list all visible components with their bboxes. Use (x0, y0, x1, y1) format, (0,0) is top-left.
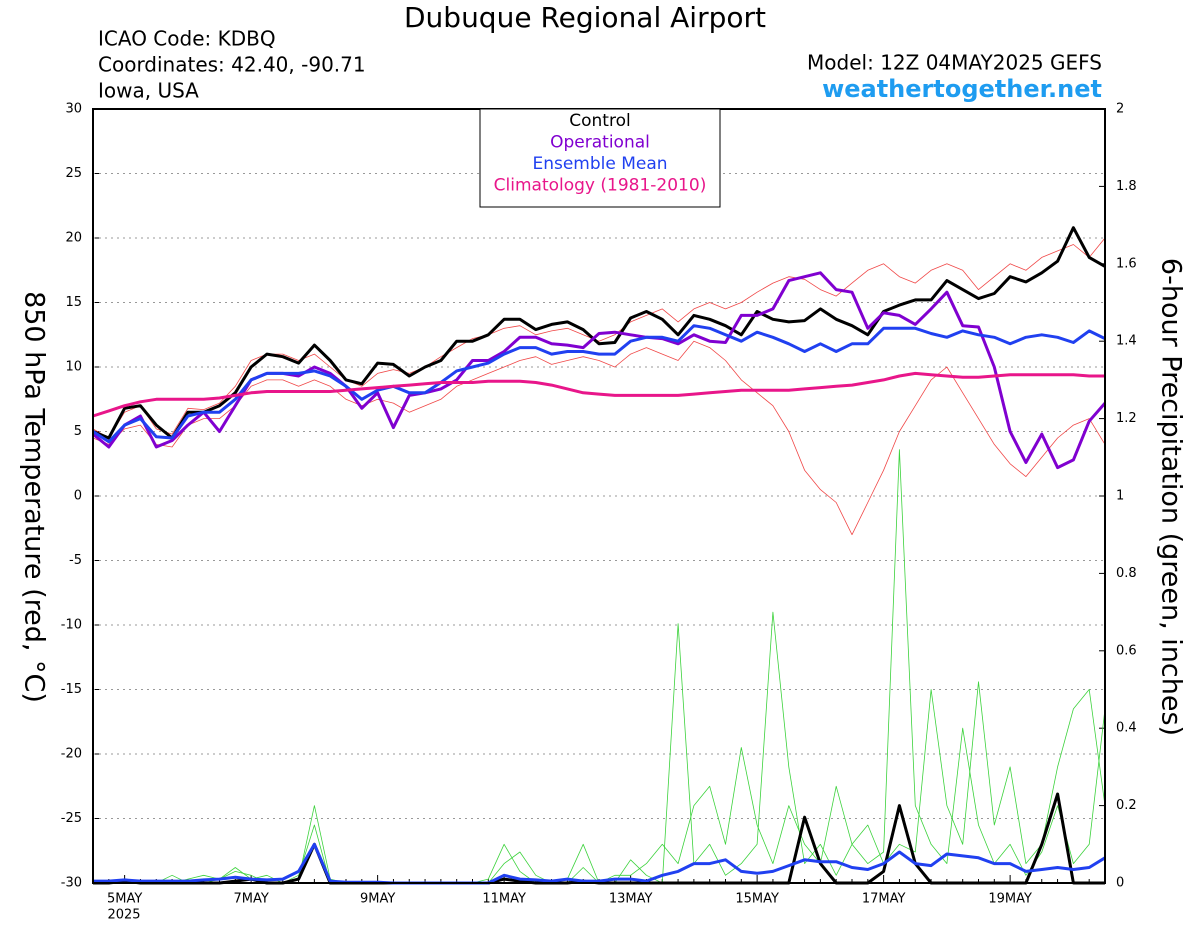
chart-title: Dubuque Regional Airport (404, 1, 766, 34)
data-line (93, 681, 1106, 884)
data-line (93, 449, 1106, 884)
data-line (92, 324, 1106, 444)
y-tick-label: -20 (61, 747, 82, 762)
x-tick-label: 9MAY (360, 892, 395, 907)
x-tick-label: 17MAY (862, 892, 906, 907)
y2-tick-label: 1.8 (1116, 179, 1137, 194)
legend-entry: Climatology (1981-2010) (494, 176, 707, 196)
x-tick-label: 15MAY (735, 892, 779, 907)
y2-tick-label: 1.6 (1116, 256, 1137, 271)
x-tick-label: 5MAY (107, 892, 142, 907)
data-line (92, 371, 1105, 418)
info-line: Coordinates: 42.40, -90.71 (98, 53, 366, 77)
data-line (92, 237, 1106, 439)
y-tick-label: 15 (65, 295, 82, 310)
y-tick-label: -30 (61, 876, 82, 891)
y2-tick-label: 1.4 (1116, 334, 1137, 349)
y2-tick-label: 1.2 (1116, 411, 1137, 426)
y-tick-label: 20 (65, 231, 82, 246)
y-tick-label: 25 (65, 166, 82, 181)
y2-tick-label: 0 (1116, 876, 1124, 891)
y-tick-label: 5 (74, 424, 82, 439)
y-tick-label: 0 (74, 489, 82, 504)
info-line: Iowa, USA (98, 79, 199, 103)
y-tick-label: -10 (61, 618, 82, 633)
legend-entry: Operational (550, 133, 650, 153)
y2-tick-label: 0.6 (1116, 643, 1137, 658)
model-label: Model: 12Z 04MAY2025 GEFS (807, 51, 1102, 75)
x-tick-label: 7MAY (233, 892, 268, 907)
y-tick-label: 10 (65, 360, 82, 375)
y-tick-label: 30 (65, 102, 82, 117)
y2-tick-label: 0.4 (1116, 721, 1137, 736)
y2-tick-label: 0.8 (1116, 566, 1137, 581)
legend-entry: Ensemble Mean (532, 154, 667, 174)
y2-axis-label: 6-hour Precipitation (green, inches) (1156, 258, 1187, 736)
x-tick-label: 19MAY (988, 892, 1032, 907)
y-axis-label: 850 hPa Temperature (red, °C) (19, 291, 50, 703)
legend-box (479, 108, 721, 208)
source-label: weathertogether.net (822, 75, 1102, 103)
year-label: 2025 (107, 908, 140, 923)
y-tick-label: -5 (69, 553, 82, 568)
info-line: ICAO Code: KDBQ (98, 27, 276, 51)
y2-tick-label: 2 (1116, 102, 1124, 117)
data-line (93, 842, 1106, 885)
data-line (92, 226, 1106, 440)
y2-tick-label: 0.2 (1116, 798, 1137, 813)
y-tick-label: -15 (61, 682, 82, 697)
x-tick-label: 11MAY (482, 892, 526, 907)
x-tick-label: 13MAY (609, 892, 653, 907)
y-tick-label: -25 (61, 811, 82, 826)
y2-tick-label: 1 (1116, 489, 1124, 504)
legend-entry: Control (569, 111, 630, 131)
